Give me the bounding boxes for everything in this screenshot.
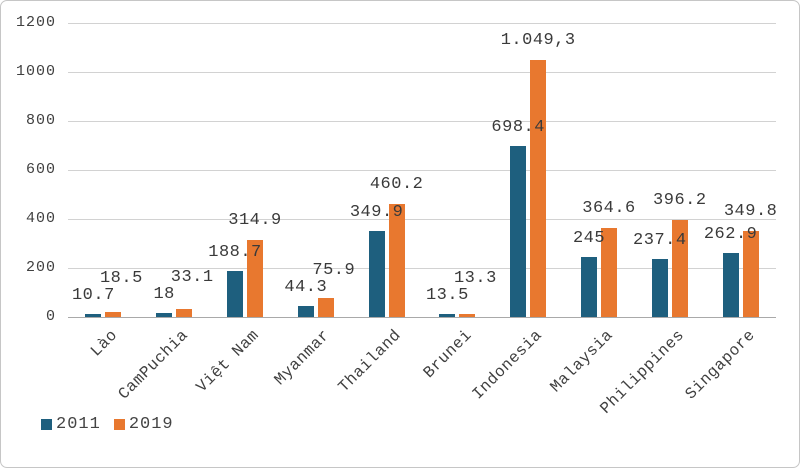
category-label-5: Thailand	[334, 326, 405, 397]
data-label-2019: 1.049,3	[500, 30, 576, 50]
legend-label-2019: 2019	[128, 415, 174, 434]
data-label-2019: 18.5	[99, 269, 143, 289]
data-label-2011: 10.7	[71, 286, 115, 306]
bar-2019-Singapore	[742, 231, 759, 317]
data-label-2019: 33.1	[170, 267, 214, 287]
category-label-1: Lào	[87, 326, 122, 361]
data-label-2011: 349.9	[349, 203, 404, 223]
y-tick-label: 200	[25, 259, 56, 276]
bar-2011-Brunei	[439, 313, 456, 317]
data-label-2011: 698.4	[491, 117, 545, 137]
bar-2011-Thailand	[368, 231, 385, 317]
legend-swatch-2019	[113, 419, 125, 430]
category-label-10: Singapore	[681, 326, 759, 404]
y-tick-label: 800	[25, 112, 56, 129]
bar-2019-Malaysia	[601, 227, 617, 317]
legend: 2011 2019	[41, 415, 174, 434]
gridline	[68, 121, 776, 122]
data-label-2011: 13.5	[425, 285, 469, 305]
data-label-2011: 262.9	[703, 224, 758, 244]
bar-2011-CamPuchia	[156, 312, 173, 317]
legend-item-2019: 2019	[113, 415, 174, 434]
data-label-2011: 237.4	[633, 230, 687, 250]
bar-2011-Philippines	[651, 258, 668, 317]
category-label-2: CamPuchia	[115, 326, 193, 404]
data-label-2011: 188.7	[208, 242, 262, 262]
gridline	[68, 72, 776, 73]
category-label-3: Việt Nam	[193, 326, 264, 397]
legend-label-2011: 2011	[56, 415, 101, 434]
data-label-2019: 396.2	[653, 190, 707, 210]
bar-2019-Việt Nam	[247, 239, 263, 317]
bar-2011-Singapore	[722, 252, 739, 317]
y-tick-label: 400	[25, 210, 56, 227]
gridline	[68, 23, 776, 24]
bar-2019-Indonesia	[530, 59, 547, 317]
bar-2011-Việt Nam	[227, 270, 243, 317]
category-label-8: Malaysia	[547, 326, 618, 397]
bar-2019-Brunei	[459, 313, 476, 317]
data-label-2019: 13.3	[453, 268, 497, 288]
y-tick-label: 600	[25, 161, 56, 178]
bar-2011-Myanmar	[297, 306, 314, 317]
bar-2011-Lào	[85, 314, 102, 317]
gridline	[68, 170, 776, 171]
bar-2019-Myanmar	[317, 298, 334, 317]
bar-2019-CamPuchia	[176, 308, 193, 317]
y-tick-label: 1000	[15, 63, 56, 80]
data-label-2019: 75.9	[312, 261, 356, 281]
bar-2019-Philippines	[671, 219, 688, 317]
bar-2011-Indonesia	[510, 145, 527, 317]
data-label-2011: 44.3	[284, 278, 328, 298]
data-label-2011: 245	[572, 228, 606, 248]
y-tick-label: 1200	[15, 14, 56, 31]
y-tick-label: 0	[45, 308, 56, 325]
legend-swatch-2011	[41, 419, 52, 430]
gridline	[68, 268, 776, 269]
category-label-7: Indonesia	[469, 326, 547, 404]
x-axis-line	[68, 317, 776, 318]
bar-2019-Lào	[105, 312, 122, 317]
bar-2011-Malaysia	[581, 256, 597, 317]
bar-2019-Thailand	[388, 204, 405, 317]
legend-item-2011: 2011	[41, 415, 101, 434]
data-label-2019: 364.6	[582, 198, 636, 218]
category-label-6: Brunei	[419, 326, 476, 382]
data-label-2011: 18	[153, 284, 175, 304]
gridline	[68, 219, 776, 220]
data-label-2019: 314.9	[228, 210, 282, 230]
data-label-2019: 460.2	[369, 175, 424, 195]
data-label-2019: 349.8	[723, 202, 778, 222]
category-label-4: Myanmar	[271, 326, 334, 390]
